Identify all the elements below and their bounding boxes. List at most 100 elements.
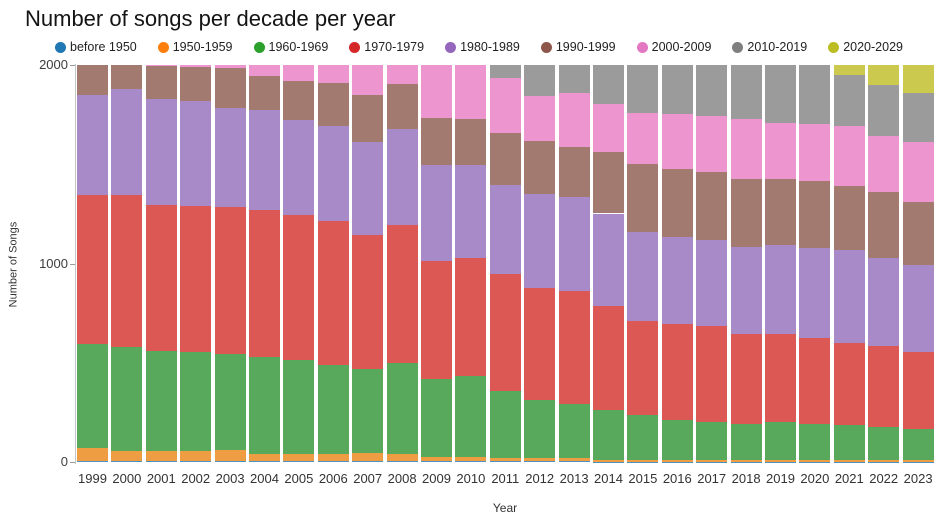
bar-segment-1980-1989[interactable]: [799, 248, 831, 338]
bar-segment-before-1950[interactable]: [489, 461, 521, 462]
bar-segment-2000-2009[interactable]: [524, 96, 556, 141]
bar-segment-1980-1989[interactable]: [145, 98, 177, 205]
bar-segment-2010-2019[interactable]: [593, 65, 624, 105]
bar-segment-2000-2009[interactable]: [627, 112, 659, 165]
bar-segment-1960-1969[interactable]: [593, 409, 624, 461]
bar-2015[interactable]: [627, 65, 659, 462]
bar-segment-1990-1999[interactable]: [730, 178, 762, 247]
bar-segment-before-1950[interactable]: [77, 461, 108, 462]
bar-segment-1950-1959[interactable]: [386, 454, 418, 462]
bar-1999[interactable]: [77, 65, 108, 462]
bar-2001[interactable]: [145, 65, 177, 462]
bar-segment-1960-1969[interactable]: [627, 415, 659, 461]
bar-segment-2000-2009[interactable]: [317, 65, 349, 83]
bar-2017[interactable]: [696, 65, 728, 462]
bar-segment-1960-1969[interactable]: [696, 421, 728, 461]
bar-2021[interactable]: [833, 65, 865, 462]
bar-segment-2010-2019[interactable]: [799, 65, 831, 125]
bar-2023[interactable]: [902, 65, 934, 462]
bar-segment-1990-1999[interactable]: [180, 67, 212, 101]
bar-segment-1990-1999[interactable]: [696, 172, 728, 241]
bar-segment-1980-1989[interactable]: [730, 246, 762, 335]
bar-segment-1960-1969[interactable]: [111, 346, 143, 452]
bar-segment-1980-1989[interactable]: [111, 88, 143, 196]
legend-item-2000-2009[interactable]: 2000-2009: [636, 40, 711, 54]
bar-segment-2010-2019[interactable]: [489, 65, 521, 78]
bar-segment-2000-2009[interactable]: [352, 65, 384, 95]
bar-segment-1960-1969[interactable]: [524, 400, 556, 459]
bar-segment-1970-1979[interactable]: [386, 224, 418, 363]
bar-2019[interactable]: [765, 65, 796, 462]
bar-segment-1970-1979[interactable]: [868, 345, 900, 427]
legend-item-1960-1969[interactable]: 1960-1969: [253, 40, 328, 54]
bar-2003[interactable]: [214, 65, 246, 462]
bar-segment-1990-1999[interactable]: [833, 185, 865, 251]
bar-segment-1960-1969[interactable]: [833, 425, 865, 461]
bar-segment-2000-2009[interactable]: [593, 104, 624, 153]
bar-segment-1970-1979[interactable]: [489, 274, 521, 391]
bar-segment-1980-1989[interactable]: [421, 165, 452, 261]
bar-segment-before-1950[interactable]: [386, 461, 418, 462]
bar-segment-1990-1999[interactable]: [421, 117, 452, 166]
bar-2007[interactable]: [352, 65, 384, 462]
bar-segment-1990-1999[interactable]: [214, 68, 246, 108]
bar-segment-2010-2019[interactable]: [833, 74, 865, 126]
bar-2022[interactable]: [868, 65, 900, 462]
bar-segment-2000-2009[interactable]: [145, 65, 177, 66]
bar-segment-1990-1999[interactable]: [111, 65, 143, 89]
bar-segment-2000-2009[interactable]: [730, 119, 762, 179]
bar-segment-1980-1989[interactable]: [696, 240, 728, 327]
bar-segment-1970-1979[interactable]: [558, 291, 590, 404]
bar-segment-1970-1979[interactable]: [317, 220, 349, 365]
bar-segment-1960-1969[interactable]: [455, 375, 487, 458]
bar-segment-2000-2009[interactable]: [180, 65, 212, 67]
bar-segment-1990-1999[interactable]: [627, 164, 659, 232]
bar-segment-before-1950[interactable]: [283, 461, 315, 462]
bar-segment-1950-1959[interactable]: [180, 451, 212, 462]
bar-2013[interactable]: [558, 65, 590, 462]
bar-segment-1990-1999[interactable]: [524, 140, 556, 195]
bar-segment-1950-1959[interactable]: [696, 460, 728, 462]
bar-2012[interactable]: [524, 65, 556, 462]
bar-segment-before-1950[interactable]: [249, 461, 280, 462]
bar-segment-1970-1979[interactable]: [765, 334, 796, 422]
bar-segment-2010-2019[interactable]: [627, 65, 659, 113]
bar-segment-1990-1999[interactable]: [558, 147, 590, 198]
bar-segment-1970-1979[interactable]: [249, 209, 280, 357]
bar-segment-2020-2029[interactable]: [833, 65, 865, 75]
bar-segment-2000-2009[interactable]: [696, 116, 728, 173]
bar-segment-1950-1959[interactable]: [455, 457, 487, 462]
bar-segment-1960-1969[interactable]: [214, 353, 246, 451]
bar-segment-1980-1989[interactable]: [765, 245, 796, 335]
bar-segment-1950-1959[interactable]: [283, 454, 315, 462]
bar-segment-1970-1979[interactable]: [214, 206, 246, 354]
bar-2011[interactable]: [489, 65, 521, 462]
bar-segment-1990-1999[interactable]: [489, 132, 521, 186]
bar-segment-1970-1979[interactable]: [77, 195, 108, 344]
bar-segment-1970-1979[interactable]: [111, 195, 143, 347]
bar-segment-2010-2019[interactable]: [868, 84, 900, 136]
bar-segment-2000-2009[interactable]: [214, 65, 246, 68]
legend-item-before-1950[interactable]: before 1950: [55, 40, 137, 54]
bar-segment-2020-2029[interactable]: [868, 65, 900, 85]
bar-segment-1960-1969[interactable]: [421, 378, 452, 458]
bar-segment-1950-1959[interactable]: [627, 460, 659, 462]
bar-segment-1980-1989[interactable]: [352, 142, 384, 235]
bar-segment-1960-1969[interactable]: [77, 343, 108, 449]
bar-segment-1980-1989[interactable]: [593, 213, 624, 307]
bar-segment-1980-1989[interactable]: [180, 100, 212, 206]
bar-segment-1990-1999[interactable]: [352, 94, 384, 143]
bar-segment-1950-1959[interactable]: [214, 450, 246, 462]
bar-segment-1990-1999[interactable]: [902, 201, 934, 265]
legend-item-1950-1959[interactable]: 1950-1959: [157, 40, 233, 54]
bar-segment-2000-2009[interactable]: [283, 65, 315, 81]
bar-segment-1950-1959[interactable]: [661, 460, 693, 462]
bar-segment-1960-1969[interactable]: [902, 428, 934, 461]
bar-segment-1950-1959[interactable]: [489, 458, 521, 462]
bar-2006[interactable]: [317, 65, 349, 462]
bar-segment-1990-1999[interactable]: [799, 180, 831, 249]
bar-segment-1980-1989[interactable]: [558, 197, 590, 292]
bar-segment-before-1950[interactable]: [111, 461, 143, 462]
bar-segment-1960-1969[interactable]: [489, 390, 521, 459]
bar-segment-1950-1959[interactable]: [833, 460, 865, 462]
